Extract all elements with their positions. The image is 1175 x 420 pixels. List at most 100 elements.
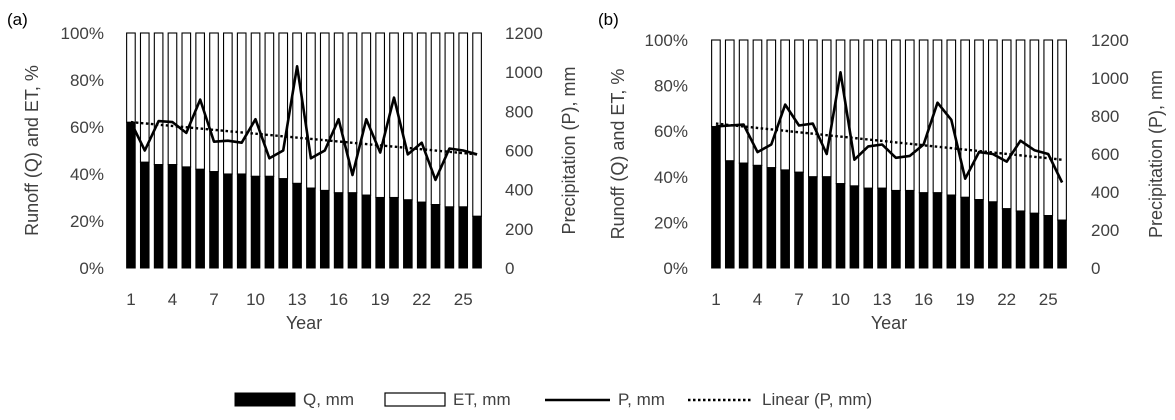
legend-p-label: P, mm xyxy=(618,390,665,409)
q-bar xyxy=(1043,215,1054,269)
q-bar xyxy=(849,185,860,269)
x-tick-label: 1 xyxy=(126,290,135,309)
et-bar xyxy=(458,32,469,208)
q-bar xyxy=(167,164,178,269)
q-bar xyxy=(904,189,915,269)
q-bar xyxy=(821,176,832,269)
q-bar xyxy=(835,183,846,269)
y-tick-label: 100% xyxy=(645,31,688,50)
q-bar xyxy=(181,166,192,269)
q-bar xyxy=(891,189,901,269)
q-bar xyxy=(946,194,957,269)
y2-tick-label: 1000 xyxy=(505,63,543,82)
x-tick-label: 22 xyxy=(997,290,1016,309)
q-bar xyxy=(389,197,399,269)
q-bar xyxy=(319,189,330,269)
trend-line xyxy=(715,122,1063,161)
y-tick-label: 20% xyxy=(70,212,104,231)
y-tick-label: 80% xyxy=(654,77,688,96)
y-tick-label: 0% xyxy=(663,259,688,278)
et-bar xyxy=(319,32,330,191)
legend-et-label: ET, mm xyxy=(453,390,511,409)
x-tick-label: 4 xyxy=(168,290,177,309)
x-tick-label: 19 xyxy=(371,290,390,309)
et-bar xyxy=(849,39,860,187)
x-tick-label: 16 xyxy=(329,290,348,309)
et-bar xyxy=(250,32,261,177)
y2-tick-label: 0 xyxy=(505,259,514,278)
panel-b: (b)0%20%40%60%80%100%0200400600800100012… xyxy=(598,10,1166,333)
y-tick-label: 60% xyxy=(654,122,688,141)
y-axis-title: Runoff (Q) and ET, % xyxy=(22,65,42,236)
et-bar xyxy=(988,39,998,203)
q-bar xyxy=(752,164,763,269)
et-bar xyxy=(333,32,344,194)
x-axis-title: Year xyxy=(871,313,907,333)
x-tick-label: 25 xyxy=(1039,290,1058,309)
q-bar xyxy=(1015,210,1026,269)
panel-a: (a)0%20%40%60%80%100%0200400600800100012… xyxy=(7,10,579,333)
q-bar xyxy=(724,160,735,269)
q-bar xyxy=(877,187,887,269)
et-bar xyxy=(472,32,482,217)
q-bar xyxy=(1029,212,1040,269)
x-tick-label: 10 xyxy=(246,290,265,309)
x-tick-label: 16 xyxy=(914,290,933,309)
q-bar xyxy=(932,192,943,269)
legend-et-swatch xyxy=(384,392,446,407)
x-axis-title: Year xyxy=(286,313,322,333)
q-bar xyxy=(863,187,874,269)
q-bar xyxy=(361,194,372,269)
x-tick-label: 19 xyxy=(956,290,975,309)
q-bar xyxy=(974,199,984,269)
et-bar xyxy=(292,32,302,184)
q-bar xyxy=(780,169,790,269)
x-tick-label: 1 xyxy=(711,290,720,309)
et-bar xyxy=(1029,39,1040,214)
q-bar xyxy=(918,192,929,269)
y-tick-label: 40% xyxy=(70,165,104,184)
x-tick-label: 4 xyxy=(753,290,762,309)
y2-tick-label: 800 xyxy=(1091,107,1119,126)
y-tick-label: 0% xyxy=(79,259,104,278)
y2-tick-label: 600 xyxy=(505,142,533,161)
x-tick-label: 10 xyxy=(831,290,850,309)
q-bar xyxy=(472,215,482,269)
et-bar xyxy=(236,32,247,175)
et-bar xyxy=(153,32,164,166)
y2-tick-label: 0 xyxy=(1091,259,1100,278)
et-bar xyxy=(724,39,735,162)
precipitation-line xyxy=(715,71,1064,184)
et-bar xyxy=(808,39,818,178)
y2-tick-label: 200 xyxy=(505,220,533,239)
q-bar xyxy=(808,176,818,269)
et-bar xyxy=(416,32,427,203)
y2-axis-title: Precipitation (P), mm xyxy=(1146,70,1166,238)
q-bar xyxy=(333,192,344,269)
y-tick-label: 40% xyxy=(654,168,688,187)
et-bar xyxy=(209,32,219,173)
legend-q-label: Q, mm xyxy=(303,390,354,409)
y-axis-title: Runoff (Q) and ET, % xyxy=(608,69,628,240)
q-bar xyxy=(444,206,455,269)
x-tick-label: 25 xyxy=(454,290,473,309)
y2-tick-label: 1200 xyxy=(505,24,543,43)
y2-tick-label: 400 xyxy=(1091,183,1119,202)
y2-tick-label: 1200 xyxy=(1091,31,1129,50)
et-bar xyxy=(181,32,192,168)
q-bar xyxy=(195,168,205,269)
et-bar xyxy=(1015,39,1026,212)
y-tick-label: 60% xyxy=(70,118,104,137)
x-tick-label: 7 xyxy=(209,290,218,309)
panel-label: (b) xyxy=(598,10,619,29)
q-bar xyxy=(209,171,219,269)
et-bar xyxy=(904,39,915,192)
y-tick-label: 100% xyxy=(61,24,104,43)
legend-trend-label: Linear (P, mm) xyxy=(762,390,872,409)
y2-tick-label: 800 xyxy=(505,102,533,121)
q-bar xyxy=(306,187,316,269)
q-bar xyxy=(264,175,275,269)
x-tick-label: 22 xyxy=(412,290,431,309)
et-bar xyxy=(863,39,874,189)
